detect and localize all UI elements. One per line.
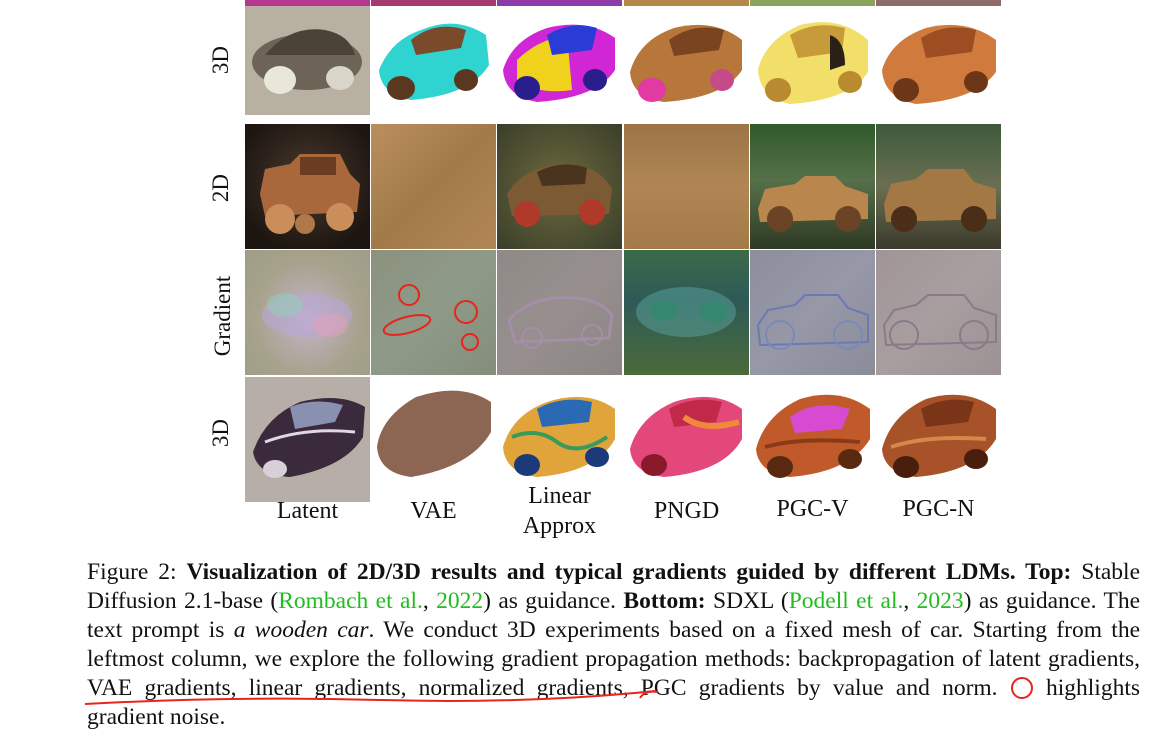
column-label-vae: VAE (410, 498, 457, 524)
figure: 3D 2D Gradient 3D (208, 0, 1001, 539)
image-3d-top-pngd (624, 0, 749, 115)
caption-text-2: ) as guidance. (483, 588, 624, 614)
citation-separator: , (903, 588, 917, 614)
car-render (252, 29, 362, 94)
caption-text-4: ) as guidance. The text prompt is (87, 588, 1141, 643)
figure-caption: Figure 2: Visualization of 2D/3D results… (87, 558, 1140, 732)
image-3d-bottom-pgc-n (876, 377, 1001, 502)
gradient-outline (882, 294, 997, 350)
image-2d-linear-approx (497, 124, 622, 249)
image-2d-pgc-n (876, 124, 1001, 249)
row-label-3d-top: 3D (208, 45, 234, 75)
citation-podell-year[interactable]: 2023 (916, 588, 964, 614)
image-3d-top-latent (245, 0, 370, 115)
row-label-gradient: Gradient (210, 275, 236, 357)
car-render (253, 398, 365, 478)
caption-prefix: Figure 2: (87, 559, 187, 585)
car-render (758, 176, 868, 232)
caption-text-1: Stable Diffusion 2.1-base ( (87, 559, 1140, 614)
car-render (260, 154, 360, 234)
car-render (630, 24, 742, 102)
red-circle-icon (1010, 676, 1034, 700)
car-render (507, 163, 612, 227)
image-gradient-pngd (624, 250, 749, 375)
caption-bottom-label: Bottom: (623, 588, 706, 614)
column-label-latent: Latent (276, 498, 339, 524)
caption-prompt: a wooden car (233, 617, 369, 643)
image-3d-bottom-pgc-v (750, 377, 875, 502)
column-label-pgc-v: PGC-V (776, 496, 849, 522)
image-2d-latent (245, 124, 370, 249)
gradient-outline (756, 294, 869, 350)
car-render (758, 22, 868, 105)
image-3d-top-pgc-n (876, 0, 1001, 115)
caption-text-6: highlights gradient noise. (87, 675, 1140, 730)
gradient-noise (636, 287, 736, 337)
row-label-2d: 2D (208, 173, 234, 203)
image-2d-pngd (624, 124, 749, 249)
image-gradient-pgc-v (750, 250, 875, 375)
citation-rombach-authors[interactable]: Rombach et al. (278, 588, 423, 614)
car-render (882, 24, 996, 104)
image-gradient-pgc-n (876, 250, 1001, 375)
car-render (377, 390, 491, 477)
column-label-pngd: PNGD (653, 498, 720, 524)
image-3d-top-pgc-v (750, 0, 875, 115)
image-2d-vae (371, 124, 496, 249)
gradient-noise-annotation (382, 284, 479, 351)
gradient-blur (262, 293, 352, 337)
image-gradient-vae (371, 250, 496, 375)
image-gradient-linear-approx (497, 250, 622, 375)
citation-podell-authors[interactable]: Podell et al. (788, 588, 904, 614)
caption-title: Visualization of 2D/3D results and typic… (186, 559, 1072, 585)
citation-separator: , (422, 588, 437, 614)
image-gradient-latent (245, 250, 370, 375)
image-3d-top-linear-approx (497, 0, 622, 115)
row-label-3d-bottom: 3D (208, 418, 234, 448)
image-3d-bottom-latent (245, 377, 370, 502)
image-2d-pgc-v (750, 124, 875, 249)
citation-rombach-year[interactable]: 2022 (436, 588, 484, 614)
car-render (630, 396, 742, 477)
car-render (503, 24, 615, 103)
gradient-outline (507, 296, 614, 349)
car-render (379, 23, 489, 101)
column-label-linear-approx: Linear Approx (522, 483, 597, 539)
car-render (756, 394, 870, 478)
image-3d-bottom-pngd (624, 377, 749, 502)
car-render (884, 169, 996, 232)
image-3d-bottom-linear-approx (497, 377, 622, 502)
car-render (882, 394, 996, 478)
column-label-pgc-n: PGC-N (902, 496, 975, 522)
car-render (503, 396, 615, 477)
image-3d-bottom-vae (371, 377, 496, 502)
image-3d-top-vae (371, 0, 496, 115)
caption-text-3: SDXL ( (705, 588, 789, 614)
